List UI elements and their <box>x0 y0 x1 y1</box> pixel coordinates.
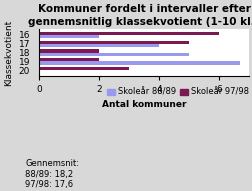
X-axis label: Antal kommuner: Antal kommuner <box>101 100 185 109</box>
Bar <box>39 67 129 70</box>
Text: Gennemsnit:
88/89: 18,2
97/98: 17,6: Gennemsnit: 88/89: 18,2 97/98: 17,6 <box>25 159 79 189</box>
Bar <box>39 32 218 35</box>
Bar <box>39 44 159 47</box>
Legend: Skoleår 88/89, Skoleår 97/98: Skoleår 88/89, Skoleår 97/98 <box>107 88 248 97</box>
Bar <box>39 53 188 56</box>
Y-axis label: Klassekvotient: Klassekvotient <box>4 19 13 86</box>
Bar <box>39 35 99 38</box>
Bar <box>39 49 99 53</box>
Bar <box>39 40 188 44</box>
Title: Kommuner fordelt i intervaller efter
gennemsnitlig klassekvotient (1-10 kl.): Kommuner fordelt i intervaller efter gen… <box>28 4 252 27</box>
Bar <box>39 61 239 65</box>
Bar <box>39 58 99 61</box>
